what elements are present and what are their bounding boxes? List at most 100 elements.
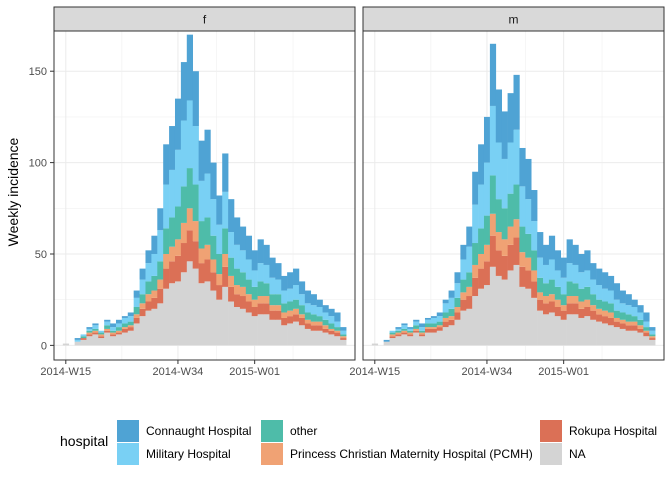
bar-segment (531, 281, 538, 298)
bar-segment (495, 232, 502, 251)
bar-segment (590, 294, 597, 306)
bar-segment (430, 332, 438, 346)
bar-segment (519, 147, 526, 187)
bar-segment (74, 339, 81, 342)
bar-segment (590, 305, 597, 311)
bar-segment (92, 332, 99, 335)
bar-segment (613, 317, 621, 322)
bar-segment (110, 334, 117, 337)
bar-segment (310, 314, 317, 322)
bar-segment (275, 305, 282, 311)
bar-segment (127, 312, 134, 317)
bar-segment (151, 308, 158, 346)
bar-segment (507, 244, 514, 271)
bar-segment (110, 323, 117, 328)
bar-segment (281, 290, 288, 304)
bar-segment (192, 184, 199, 222)
bar-segment (483, 116, 491, 163)
bar-segment (86, 336, 93, 346)
bar-segment (531, 297, 538, 346)
bar-segment (554, 250, 562, 271)
bar-segment (169, 283, 176, 346)
bar-segment (115, 323, 123, 328)
bar-segment (460, 279, 467, 293)
bar-segment (316, 330, 323, 346)
bar-segment (310, 321, 317, 326)
panel-m-bars (371, 43, 656, 346)
bar-segment (649, 330, 656, 335)
bar-segment (584, 299, 591, 307)
bar-segment (340, 339, 347, 346)
bar-segment (371, 343, 379, 346)
bar-segment (430, 328, 438, 333)
bar-segment (584, 270, 591, 287)
bar-segment (151, 290, 158, 298)
bar-segment (489, 175, 497, 214)
bar-segment (198, 140, 205, 181)
bar-segment (163, 288, 170, 346)
bar-segment (180, 62, 188, 121)
bar-segment (525, 158, 532, 200)
bar-segment (507, 270, 514, 346)
bar-segment (304, 312, 312, 320)
bar-segment (631, 330, 638, 346)
bar-segment (322, 305, 329, 313)
bar-segment (578, 301, 585, 309)
bar-segment (590, 263, 597, 280)
bar-segment (501, 111, 508, 159)
bar-segment (649, 338, 656, 340)
bar-segment (607, 290, 615, 304)
bar-segment (86, 334, 93, 337)
bar-segment (554, 286, 562, 300)
bar-segment (513, 184, 520, 220)
bar-segment (613, 321, 621, 328)
bar-segment (121, 332, 129, 346)
bar-segment (316, 299, 323, 307)
bar-segment (489, 266, 497, 346)
bar-segment (525, 233, 532, 258)
bar-segment (281, 303, 288, 313)
bar-segment (590, 279, 597, 295)
bar-segment (169, 169, 176, 218)
bar-segment (442, 299, 449, 304)
bar-segment (478, 288, 485, 346)
bar-segment (625, 305, 632, 315)
bar-segment (537, 257, 544, 278)
bar-segment (401, 334, 408, 346)
bar-segment (115, 327, 123, 331)
bar-segment (424, 317, 432, 320)
bar-segment (472, 264, 479, 278)
bar-segment (293, 314, 300, 322)
bar-segment (145, 281, 152, 295)
bar-segment (334, 332, 341, 337)
bar-segment (222, 253, 229, 267)
bar-segment (186, 261, 193, 346)
bar-segment (607, 317, 615, 326)
bar-segment (436, 327, 443, 331)
bar-segment (401, 330, 408, 333)
bar-segment (430, 316, 438, 318)
bar-segment (86, 332, 93, 335)
bar-segment (596, 314, 603, 322)
bar-segment (619, 328, 626, 346)
bar-segment (92, 323, 99, 326)
bar-segment (192, 268, 199, 346)
bar-segment (174, 281, 182, 346)
bar-segment (328, 316, 335, 324)
bar-segment (501, 279, 508, 346)
legend-label: Princess Christian Maternity Hospital (P… (290, 447, 533, 461)
bar-segment (310, 294, 317, 306)
bar-segment (310, 305, 317, 315)
bar-segment (322, 312, 329, 320)
bar-segment (174, 149, 182, 207)
bar-segment (222, 266, 229, 287)
bar-segment (322, 328, 329, 333)
bar-segment (127, 325, 134, 328)
strip-f-label: f (203, 13, 207, 27)
bar-segment (275, 294, 282, 306)
panel-m-border (362, 30, 665, 361)
bar-segment (395, 334, 402, 337)
bar-segment (607, 275, 615, 291)
bar-segment (186, 230, 193, 262)
bar-segment (334, 327, 341, 331)
